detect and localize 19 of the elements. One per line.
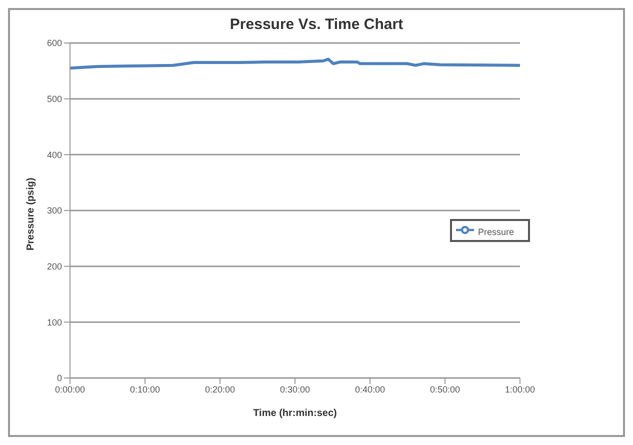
- x-tick-label: 0:20:00: [204, 384, 236, 394]
- y-tick-label: 100: [46, 317, 62, 328]
- y-tick-label: 400: [46, 150, 62, 160]
- x-tick-label: 1:00:00: [504, 384, 535, 394]
- x-tick-label: 0:50:00: [430, 384, 460, 394]
- legend-label: Pressure: [478, 226, 514, 237]
- x-axis-title: Time (hr:min:sec): [253, 408, 337, 419]
- y-tick-label: 500: [46, 94, 62, 104]
- y-tick-label: 600: [46, 38, 62, 48]
- x-tick-label: 0:10:00: [130, 384, 160, 394]
- y-axis-title: Pressure (psig): [26, 178, 37, 250]
- chart-title: Pressure Vs. Time Chart: [228, 16, 404, 33]
- x-tick-label: 0:30:00: [280, 384, 310, 394]
- y-tick-label: 200: [46, 262, 62, 272]
- x-tick-label: 0:00:00: [54, 384, 86, 394]
- y-tick-label: 300: [46, 206, 62, 216]
- y-tick-label: 0: [56, 373, 62, 384]
- line-series: [70, 58, 520, 70]
- x-tick-label: 0:40:00: [354, 384, 386, 394]
